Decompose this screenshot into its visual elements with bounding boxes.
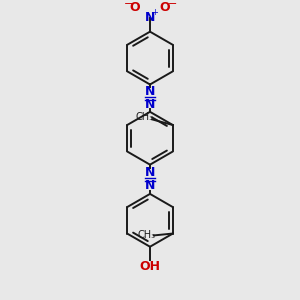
Text: N: N	[145, 11, 155, 24]
Text: OH: OH	[140, 260, 160, 273]
Text: −: −	[124, 0, 133, 9]
Text: CH₃: CH₃	[136, 112, 154, 122]
Text: N: N	[145, 179, 155, 192]
Text: N: N	[145, 166, 155, 179]
Text: −: −	[168, 0, 177, 9]
Text: O: O	[130, 1, 140, 13]
Text: O: O	[160, 1, 170, 13]
Text: N: N	[145, 98, 155, 111]
Text: N: N	[145, 85, 155, 98]
Text: CH₃: CH₃	[137, 230, 155, 240]
Text: +: +	[151, 8, 158, 17]
